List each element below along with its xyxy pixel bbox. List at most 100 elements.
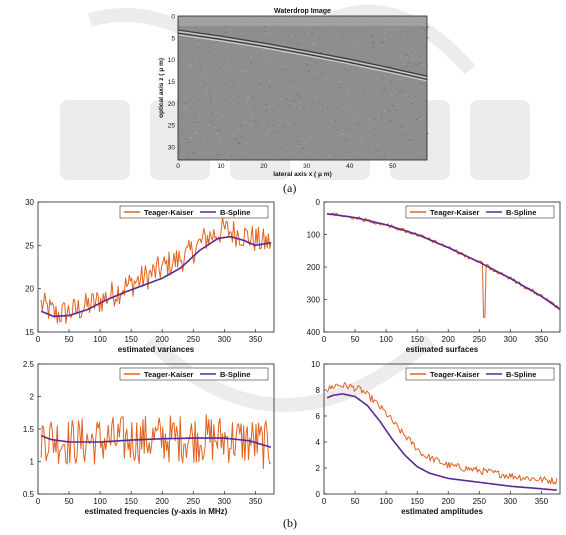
speckle bbox=[217, 130, 220, 132]
speckle bbox=[192, 156, 195, 157]
speckle bbox=[235, 90, 238, 92]
speckle bbox=[178, 150, 181, 151]
variances-panel: 0 50 100 150 200 250 300 350 15 20 25 30 estimated v… bbox=[25, 198, 275, 354]
surfaces-panel: 0 50 100 150 200 250 300 350 0 100 200 300 400 estima… bbox=[307, 198, 561, 354]
series-line-bspline bbox=[40, 236, 272, 318]
speckle bbox=[381, 78, 384, 80]
speckle bbox=[310, 27, 313, 28]
speckle bbox=[196, 140, 199, 141]
speckle bbox=[196, 38, 199, 40]
speckle bbox=[344, 69, 347, 71]
speckle bbox=[346, 140, 349, 142]
speckle bbox=[383, 89, 386, 91]
speckle bbox=[346, 96, 349, 98]
speckle bbox=[329, 80, 332, 82]
speckle bbox=[346, 89, 349, 91]
speckle bbox=[408, 69, 411, 71]
speckle bbox=[260, 141, 263, 142]
y-tick-label: 8 bbox=[316, 386, 321, 395]
speckle bbox=[267, 128, 270, 130]
speckle bbox=[337, 130, 340, 132]
x-tick-label: 350 bbox=[249, 335, 263, 344]
speckle bbox=[354, 48, 357, 50]
speckle bbox=[185, 132, 188, 134]
speckle bbox=[281, 108, 283, 110]
speckle bbox=[275, 34, 278, 36]
speckle bbox=[247, 96, 250, 98]
speckle bbox=[189, 84, 192, 86]
speckle bbox=[424, 29, 427, 31]
speckle bbox=[320, 155, 323, 156]
speckle bbox=[368, 149, 371, 151]
speckle bbox=[387, 82, 390, 84]
x-tick-label: 0 bbox=[36, 335, 41, 344]
speckle bbox=[307, 70, 310, 72]
speckle bbox=[290, 84, 293, 86]
speckle bbox=[241, 87, 243, 88]
speckle bbox=[318, 36, 321, 38]
image-frame bbox=[177, 15, 428, 161]
speckle bbox=[178, 148, 181, 150]
speckle bbox=[261, 50, 264, 52]
speckle bbox=[415, 122, 418, 124]
speckle bbox=[297, 153, 300, 155]
speckle bbox=[332, 38, 334, 40]
speckle bbox=[291, 100, 294, 102]
speckle bbox=[215, 71, 218, 73]
speckle bbox=[180, 100, 183, 102]
speckle bbox=[335, 36, 338, 37]
x-tick-label: 250 bbox=[473, 335, 487, 344]
speckle bbox=[394, 110, 397, 111]
speckle bbox=[413, 116, 416, 117]
speckle bbox=[198, 98, 201, 99]
speckle bbox=[198, 69, 201, 71]
speckle bbox=[194, 131, 197, 133]
speckle bbox=[418, 131, 421, 133]
speckle bbox=[392, 40, 395, 42]
speckle bbox=[342, 110, 344, 112]
speckle bbox=[200, 65, 203, 67]
x-axis-label: estimated surfaces bbox=[406, 345, 479, 354]
speckle bbox=[359, 67, 362, 69]
speckle bbox=[200, 107, 203, 108]
speckle bbox=[263, 93, 265, 95]
speckle bbox=[288, 93, 291, 95]
y-tick-label: 2 bbox=[316, 464, 321, 473]
speckle bbox=[334, 120, 337, 121]
speckle bbox=[249, 31, 252, 33]
speckle bbox=[276, 68, 279, 70]
speckle bbox=[407, 139, 410, 141]
speckle bbox=[216, 94, 219, 96]
speckle bbox=[211, 104, 214, 105]
speckle bbox=[221, 115, 224, 117]
speckle bbox=[250, 62, 253, 64]
speckle bbox=[184, 102, 187, 104]
speckle bbox=[299, 107, 302, 108]
speckle bbox=[230, 63, 233, 64]
speckle bbox=[314, 60, 317, 62]
y-tick-label: 100 bbox=[307, 231, 321, 240]
y-tick-label: 4 bbox=[316, 438, 321, 447]
speckle bbox=[365, 101, 368, 102]
speckle bbox=[287, 35, 289, 37]
speckle bbox=[247, 33, 250, 35]
speckle bbox=[399, 91, 402, 93]
speckle bbox=[246, 56, 249, 58]
speckle bbox=[384, 131, 387, 133]
speckle bbox=[342, 130, 345, 131]
speckle bbox=[422, 141, 425, 143]
speckle bbox=[240, 69, 242, 71]
speckle bbox=[179, 78, 182, 79]
speckle bbox=[272, 125, 274, 126]
speckle bbox=[345, 79, 348, 81]
speckle bbox=[312, 79, 315, 81]
speckle bbox=[380, 118, 383, 120]
speckle bbox=[314, 63, 317, 65]
speckle bbox=[186, 149, 189, 151]
speckle bbox=[187, 116, 190, 118]
speckle bbox=[312, 111, 315, 112]
speckle bbox=[284, 153, 287, 155]
speckle bbox=[227, 80, 230, 81]
y-tick-label: 300 bbox=[307, 296, 321, 305]
speckle bbox=[418, 116, 421, 118]
